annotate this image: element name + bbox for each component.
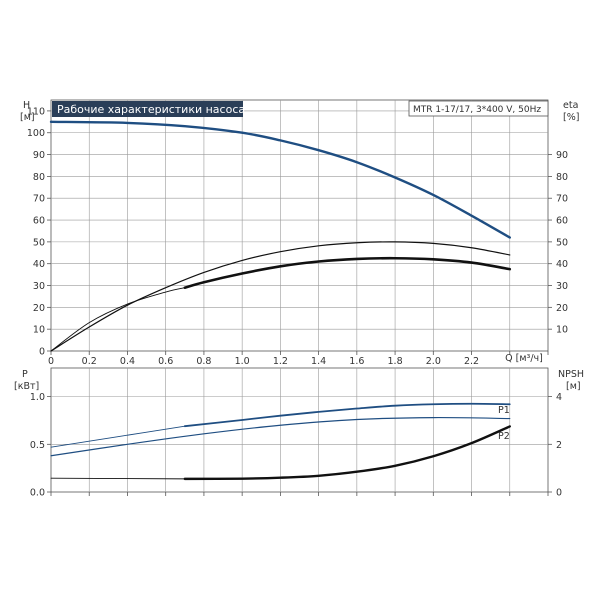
x-tick-label: 1.2: [273, 356, 288, 367]
top-left-tick-label: 60: [33, 216, 45, 227]
x-tick-label: 0: [48, 356, 54, 367]
top-series-group: [49, 120, 512, 352]
top-left-tick-label: 80: [33, 172, 45, 183]
top-right-tick-label: 20: [556, 303, 568, 314]
top-right-axis-label: eta: [563, 100, 578, 111]
bottom-left-tick-label: 1.0: [30, 392, 45, 403]
x-tick-label: 0.8: [196, 356, 211, 367]
x-tick-label: 0.2: [82, 356, 97, 367]
series-line-eta-lower: [183, 256, 512, 289]
series-line-P2: [50, 416, 511, 457]
bottom-left-tick-label: 0.0: [30, 488, 45, 499]
top-left-tick-label: 30: [33, 281, 45, 292]
top-left-tick-label: 50: [33, 237, 45, 248]
top-right-tick-label: 70: [556, 194, 568, 205]
top-grid: [51, 100, 548, 351]
x-tick-label: 1.8: [388, 356, 403, 367]
x-tick-label: 1.0: [235, 356, 250, 367]
top-left-tick-label: 20: [33, 303, 45, 314]
x-axis-label: Q [м³/ч]: [505, 353, 543, 364]
bottom-axis-ticks: 0.0 0.5 1.0 0 2 4: [30, 392, 562, 498]
top-right-tick-label: 40: [556, 259, 568, 270]
pump-info-text: MTR 1-17/17, 3*400 V, 50Hz: [413, 105, 541, 115]
top-right-tick-label: 60: [556, 216, 568, 227]
series-line-P1-thin: [50, 425, 186, 448]
bottom-series-group: [50, 402, 511, 481]
bottom-left-axis-label: P: [22, 369, 28, 380]
chart-title-box: [52, 101, 243, 117]
bottom-right-tick-label: 0: [556, 488, 562, 499]
x-tick-label: 0.6: [158, 356, 173, 367]
x-tick-label: 1.6: [349, 356, 364, 367]
x-tick-label: 0.4: [120, 356, 135, 367]
bottom-right-tick-label: 2: [556, 440, 562, 451]
x-tick-label: 2.0: [426, 356, 441, 367]
top-right-tick-label: 10: [556, 325, 568, 336]
series-label-p1: P1: [498, 405, 510, 416]
top-left-axis-unit: [м]: [20, 112, 35, 123]
top-left-tick-label: 40: [33, 259, 45, 270]
bottom-left-axis-unit: [кВт]: [14, 381, 39, 392]
bottom-left-tick-label: 0.5: [30, 440, 45, 451]
top-right-tick-label: 30: [556, 281, 568, 292]
top-right-axis-unit: [%]: [563, 112, 579, 123]
bottom-right-tick-label: 4: [556, 392, 562, 403]
top-left-tick-label: 10: [33, 325, 45, 336]
top-left-tick-label: 90: [33, 150, 45, 161]
top-right-tick-label: 80: [556, 172, 568, 183]
top-left-tick-label: 70: [33, 194, 45, 205]
bottom-grid: [51, 368, 548, 492]
x-tick-label: 1.4: [311, 356, 326, 367]
bottom-plot-frame: [50, 367, 549, 493]
top-left-tick-label: 100: [27, 128, 45, 139]
pump-info-box: [408, 100, 549, 117]
top-left-axis-label: H: [23, 100, 30, 111]
series-line-P1: [183, 402, 511, 428]
top-left-tick-label: 0: [39, 347, 45, 358]
top-right-tick-label: 50: [556, 237, 568, 248]
top-axis-ticks: 0 0.2 0.4 0.6 0.8 1.0 1.2 1.4 1.6 1.8 2.0 2.2 0 10 20 3…: [27, 106, 568, 367]
series-line-eta-upper: [50, 241, 511, 352]
x-tick-label: 2.2: [464, 356, 479, 367]
top-right-tick-label: 90: [556, 150, 568, 161]
bottom-right-axis-unit: [м]: [566, 381, 581, 392]
series-line-H-curve-thin: [50, 121, 186, 127]
top-plot-frame: [50, 99, 549, 352]
series-line-NPSH-thin: [50, 477, 186, 480]
chart-title: Рабочие характеристики насоса: [57, 103, 245, 116]
series-label-p2: P2: [498, 431, 510, 442]
bottom-right-axis-label: NPSH: [558, 369, 584, 380]
top-left-tick-label: 110: [27, 106, 45, 117]
series-line-eta-lower-thin: [50, 287, 186, 352]
series-line-NPSH: [183, 425, 511, 481]
